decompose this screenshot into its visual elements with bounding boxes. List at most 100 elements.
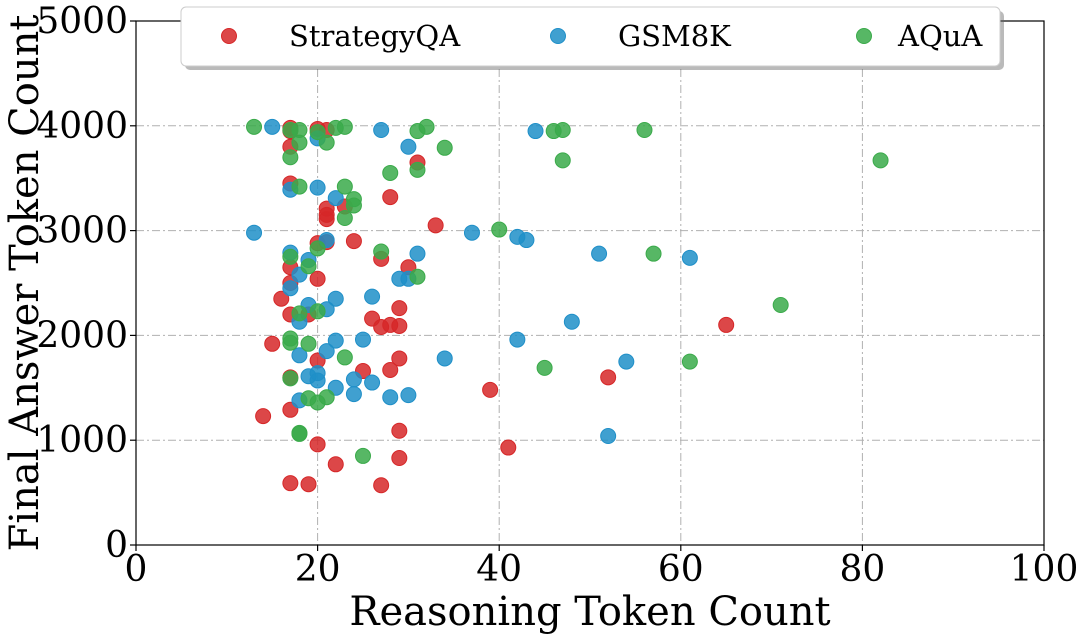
point-aqua (282, 334, 299, 351)
point-strategyqa (391, 450, 408, 467)
point-strategyqa (600, 369, 617, 386)
point-aqua (554, 152, 571, 169)
point-aqua (282, 370, 299, 387)
point-gsm8k (373, 121, 390, 138)
x-tick-label: 80 (839, 549, 885, 590)
point-strategyqa (391, 300, 408, 317)
x-tick-label: 60 (658, 549, 704, 590)
point-strategyqa (482, 381, 499, 398)
point-gsm8k (382, 389, 399, 406)
legend: StrategyQA GSM8K AQuA (180, 6, 1004, 70)
point-gsm8k (409, 245, 426, 262)
point-aqua (491, 221, 508, 238)
point-gsm8k (527, 123, 544, 140)
legend-label-strategyqa: StrategyQA (289, 19, 461, 53)
y-tick-label: 1000 (36, 420, 128, 461)
point-gsm8k (327, 290, 344, 307)
y-axis-label: Final Answer Token Count (2, 15, 48, 552)
point-aqua (318, 134, 335, 151)
point-gsm8k (681, 249, 698, 266)
point-aqua (373, 243, 390, 260)
point-gsm8k (355, 331, 371, 348)
point-aqua (291, 305, 308, 322)
point-gsm8k (436, 350, 453, 367)
legend-marker-aqua (856, 28, 872, 44)
point-aqua (681, 353, 698, 370)
point-strategyqa (309, 436, 326, 453)
y-tick-label: 2000 (36, 315, 128, 356)
y-tick-label: 0 (105, 525, 128, 566)
point-gsm8k (327, 190, 344, 207)
point-aqua (645, 245, 662, 262)
point-gsm8k (309, 179, 326, 196)
point-strategyqa (255, 408, 272, 425)
point-strategyqa (382, 189, 399, 206)
point-strategyqa (382, 361, 399, 378)
point-aqua (436, 139, 453, 156)
point-aqua (355, 447, 371, 464)
point-gsm8k (563, 313, 580, 330)
point-strategyqa (318, 211, 335, 228)
point-gsm8k (364, 374, 381, 391)
point-aqua (872, 152, 889, 169)
x-tick-label: 100 (1010, 549, 1079, 590)
x-tick-label: 20 (295, 549, 341, 590)
legend-box (180, 6, 1001, 67)
legend-entries: StrategyQA GSM8K AQuA (221, 19, 983, 53)
point-gsm8k (518, 232, 535, 249)
legend-marker-gsm8k (550, 28, 566, 44)
point-gsm8k (327, 332, 344, 349)
point-strategyqa (264, 335, 281, 352)
point-gsm8k (264, 118, 281, 135)
point-strategyqa (327, 456, 344, 473)
point-aqua (418, 118, 435, 135)
y-tick-label: 5000 (36, 1, 128, 42)
point-strategyqa (345, 233, 362, 250)
x-tick-label: 40 (476, 549, 522, 590)
point-gsm8k (509, 331, 526, 348)
point-strategyqa (273, 290, 290, 307)
point-aqua (309, 124, 326, 141)
point-aqua (291, 178, 308, 195)
point-aqua (772, 297, 789, 314)
point-gsm8k (345, 386, 362, 403)
point-aqua (282, 149, 299, 166)
point-strategyqa (500, 439, 517, 456)
point-aqua (409, 268, 426, 285)
point-gsm8k (400, 138, 417, 155)
legend-marker-strategyqa (221, 28, 237, 44)
point-aqua (336, 210, 353, 227)
point-strategyqa (391, 317, 408, 334)
y-tick-label: 4000 (36, 106, 128, 147)
point-gsm8k (463, 224, 480, 241)
point-gsm8k (291, 347, 308, 364)
point-gsm8k (345, 371, 362, 388)
point-aqua (291, 425, 308, 442)
legend-label-gsm8k: GSM8K (618, 19, 732, 53)
point-aqua (536, 359, 553, 376)
x-axis-label: Reasoning Token Count (349, 589, 830, 635)
point-strategyqa (282, 475, 299, 492)
point-aqua (336, 118, 353, 135)
point-gsm8k (400, 387, 417, 404)
point-gsm8k (309, 365, 326, 382)
point-gsm8k (600, 428, 617, 445)
point-strategyqa (427, 217, 444, 234)
point-strategyqa (373, 477, 390, 494)
point-aqua (345, 197, 362, 214)
point-aqua (246, 118, 263, 135)
point-aqua (636, 121, 653, 138)
point-aqua (409, 161, 426, 178)
points-layer (246, 118, 889, 494)
point-aqua (554, 121, 571, 138)
point-gsm8k (618, 353, 635, 370)
point-aqua (309, 240, 326, 257)
point-strategyqa (391, 350, 408, 367)
point-aqua (309, 394, 326, 411)
point-aqua (300, 258, 317, 275)
point-aqua (309, 303, 326, 320)
point-gsm8k (318, 343, 335, 360)
